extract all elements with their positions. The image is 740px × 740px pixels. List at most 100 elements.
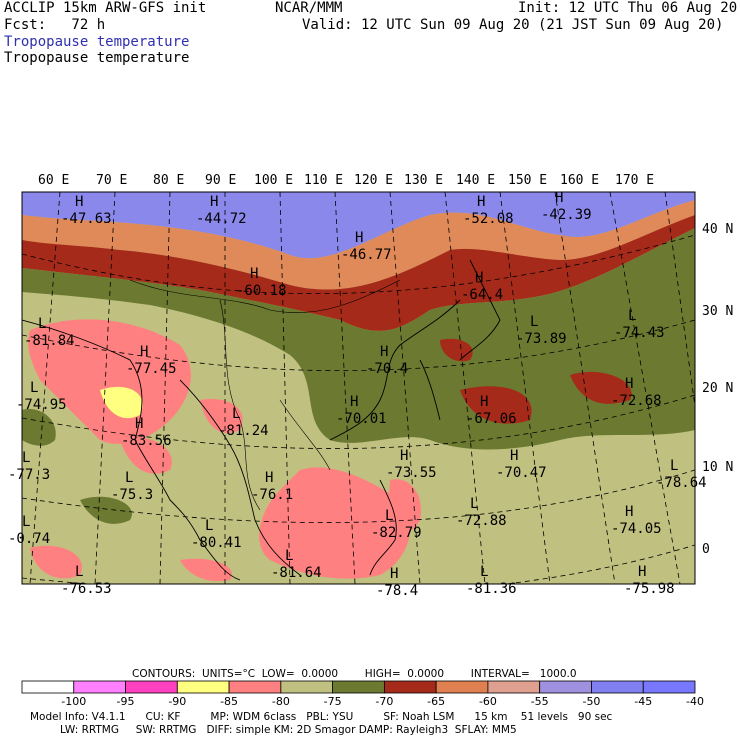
extremum-value: -70.47 (496, 465, 547, 481)
low-marker: L (385, 508, 393, 524)
map-frame (21, 191, 696, 585)
colorbar-swatch (332, 680, 385, 694)
colorbar-swatch (539, 680, 592, 694)
extremum-value: -76.53 (61, 581, 112, 597)
extremum-value: -70.4 (366, 361, 408, 377)
colorbar-label: -95 (117, 695, 135, 708)
colorbar-swatch (21, 680, 75, 694)
extremum-value: -82.79 (371, 525, 422, 541)
colorbar-swatch (228, 680, 282, 694)
extremum-value: -47.63 (61, 211, 112, 227)
colorbar-swatch (125, 680, 178, 694)
extremum-value: -78.4 (376, 583, 418, 599)
extremum-value: -77.3 (8, 467, 50, 483)
lon-label: 120 E (354, 173, 393, 188)
low-marker: L (470, 496, 478, 512)
low-marker: L (628, 308, 636, 324)
lat-label: 20 N (702, 381, 733, 396)
contour-info: CONTOURS: UNITS=°C LOW= 0.0000 HIGH= 0.0… (132, 668, 577, 680)
colorbar-label: -70 (375, 695, 393, 708)
low-marker: L (125, 470, 133, 486)
init-time: Init: 12 UTC Thu 06 Aug 20 (518, 0, 738, 16)
lon-label: 80 E (153, 173, 184, 188)
extremum-value: -46.77 (341, 247, 392, 263)
colorbar-label: -60 (479, 695, 497, 708)
lon-label: 130 E (404, 173, 443, 188)
high-marker: H (135, 416, 143, 432)
colorbar-label: -55 (531, 695, 549, 708)
lat-label: 10 N (702, 460, 733, 475)
low-marker: L (285, 548, 293, 564)
low-marker: L (38, 316, 46, 332)
extremum-value: -0.74 (8, 531, 50, 547)
extremum-value: -77.45 (126, 361, 177, 377)
low-marker: L (480, 564, 488, 580)
extremum-value: -74.05 (611, 521, 662, 537)
extremum-value: -64.4 (461, 287, 503, 303)
lon-label: 110 E (304, 173, 343, 188)
extremum-value: -74.95 (16, 397, 67, 413)
extremum-value: -72.88 (456, 513, 507, 529)
latitude-labels: 40 N 30 N 20 N 10 N 0 (702, 222, 733, 557)
low-marker: L (22, 450, 30, 466)
low-marker: L (30, 380, 38, 396)
extrema-annotations: H-47.63H-44.72H-46.77H-42.39H-52.08H-60.… (8, 190, 707, 599)
high-marker: H (210, 194, 218, 210)
longitude-labels: 60 E 70 E 80 E 90 E 100 E 110 E 120 E 130 E 140 … (38, 173, 654, 188)
high-marker: H (350, 394, 358, 410)
extremum-value: -83.56 (121, 433, 172, 449)
high-marker: H (475, 270, 483, 286)
lon-label: 160 E (560, 173, 599, 188)
extremum-value: -72.68 (611, 393, 662, 409)
lon-label: 150 E (508, 173, 547, 188)
model-title: ACCLIP 15km ARW-GFS init (4, 0, 207, 16)
colorbar-label: -75 (324, 695, 342, 708)
colorbar-swatch (383, 680, 437, 694)
field-name-shaded: Tropopause temperature (4, 34, 190, 50)
low-marker: L (75, 564, 83, 580)
low-marker: L (205, 518, 213, 534)
colorbar-label: -85 (220, 695, 238, 708)
high-marker: H (140, 344, 148, 360)
high-marker: H (400, 448, 408, 464)
colorbar-label: -80 (272, 695, 290, 708)
borders (129, 279, 401, 511)
colorbar-label: -50 (582, 695, 600, 708)
high-marker: H (380, 344, 388, 360)
lat-label: 30 N (702, 304, 733, 319)
colorbar-label: -65 (427, 695, 445, 708)
high-marker: H (477, 194, 485, 210)
extremum-value: -75.98 (624, 581, 675, 597)
lon-label: 170 E (615, 173, 654, 188)
extremum-value: -74.43 (614, 325, 665, 341)
extremum-value: -78.64 (656, 475, 707, 491)
valid-time: Valid: 12 UTC Sun 09 Aug 20 (21 JST Sun … (302, 17, 724, 33)
colorbar-label: -40 (686, 695, 704, 708)
extremum-value: -42.39 (541, 207, 592, 223)
colorbar: -100 -95 -90 -85 -80 -75 -70 -65 -60 -55 -50 -45 -40… (21, 680, 704, 708)
extremum-value: -70.01 (336, 411, 387, 427)
lon-label: 140 E (456, 173, 495, 188)
low-marker: L (22, 514, 30, 530)
high-marker: H (250, 266, 258, 282)
colorbar-swatch (280, 680, 334, 694)
lon-label: 60 E (38, 173, 69, 188)
high-marker: H (75, 194, 83, 210)
graticule (22, 192, 695, 584)
high-marker: H (638, 564, 646, 580)
extremum-value: -81.64 (271, 565, 322, 581)
colorbar-swatch (591, 680, 644, 694)
colorbar-swatch (435, 680, 489, 694)
colorbar-label: -100 (61, 695, 86, 708)
high-marker: H (555, 190, 563, 206)
extremum-value: -81.84 (24, 333, 75, 349)
low-marker: L (670, 458, 678, 474)
extremum-value: -73.89 (516, 331, 567, 347)
high-marker: H (265, 470, 273, 486)
high-marker: H (625, 504, 633, 520)
extremum-value: -60.18 (236, 283, 287, 299)
shaded-field (22, 192, 695, 584)
high-marker: H (625, 376, 633, 392)
high-marker: H (355, 230, 363, 246)
